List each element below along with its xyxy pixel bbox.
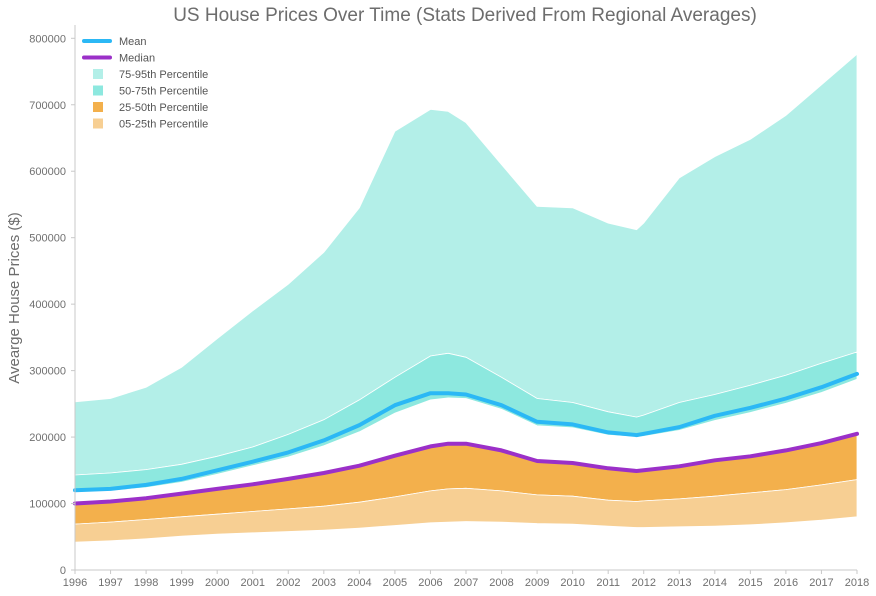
x-tick-label: 2008 (489, 577, 513, 589)
chart-title: US House Prices Over Time (Stats Derived… (173, 5, 757, 26)
y-tick-label: 600000 (29, 166, 66, 178)
x-tick-label: 2000 (205, 577, 229, 589)
legend-swatch (93, 69, 103, 79)
y-tick-label: 0 (60, 565, 66, 577)
x-tick-label: 1999 (169, 577, 193, 589)
x-tick-label: 2011 (596, 577, 620, 589)
x-tick-label: 2017 (809, 577, 833, 589)
x-tick-label: 1996 (63, 577, 87, 589)
line-median (73, 431, 859, 506)
x-tick-label: 2001 (240, 577, 264, 589)
band-05-25th-percentile (74, 479, 858, 543)
legend-item-75-95th-percentile: 75-95th Percentile (93, 69, 208, 81)
legend-item-05-25th-percentile: 05-25th Percentile (93, 118, 208, 131)
legend-swatch (93, 102, 103, 112)
x-tick-label: 2009 (525, 577, 549, 589)
x-tick-label: 2013 (667, 577, 691, 589)
legend-item-mean: Mean (82, 36, 147, 48)
x-tick-label: 2007 (454, 577, 478, 589)
x-tick-label: 2006 (418, 577, 442, 589)
y-tick-label: 800000 (29, 33, 66, 45)
line-mean (73, 371, 859, 493)
legend-swatch (93, 85, 103, 96)
y-tick-label: 100000 (29, 499, 66, 511)
legend-label: 25-50th Percentile (119, 102, 208, 114)
legend-label: Mean (119, 36, 147, 48)
x-tick-label: 2018 (845, 577, 869, 589)
legend-label: 50-75th Percentile (119, 86, 208, 98)
x-tick-label: 2016 (774, 577, 798, 589)
legend-item-median: Median (82, 53, 155, 65)
legend-swatch (93, 118, 103, 129)
x-tick-label: 2003 (312, 577, 336, 589)
x-tick-label: 2004 (347, 577, 371, 589)
legend-label: Median (119, 53, 155, 65)
y-tick-label: 500000 (29, 233, 66, 245)
y-tick-label: 400000 (29, 299, 66, 311)
x-tick-label: 2010 (560, 577, 584, 589)
legend-item-25-50th-percentile: 25-50th Percentile (93, 102, 208, 114)
y-tick-label: 700000 (29, 100, 66, 112)
y-tick-label: 300000 (29, 366, 66, 378)
series-lines (73, 371, 859, 506)
x-tick-label: 1998 (134, 577, 158, 589)
legend-label: 05-25th Percentile (119, 119, 208, 131)
legend: Mean Median 75-95th Percentile 50-75th Perc… (82, 36, 208, 131)
x-tick-label: 2014 (703, 577, 727, 589)
legend-label: 75-95th Percentile (119, 69, 208, 81)
x-axis-ticks: 1996 1997 1998 1999 2000 2001 2002 2003 2004 2005… (63, 570, 869, 589)
x-tick-label: 2002 (276, 577, 300, 589)
y-axis-ticks: 0 100000 200000 300000 400000 500000 600000 700… (29, 33, 75, 577)
x-tick-label: 2012 (631, 577, 655, 589)
x-tick-label: 1997 (98, 577, 122, 589)
x-tick-label: 2015 (738, 577, 762, 589)
legend-item-50-75th-percentile: 50-75th Percentile (93, 85, 208, 98)
y-tick-label: 200000 (29, 432, 66, 444)
x-tick-label: 2005 (383, 577, 407, 589)
y-axis-label: Avearge House Prices ($) (6, 212, 23, 383)
